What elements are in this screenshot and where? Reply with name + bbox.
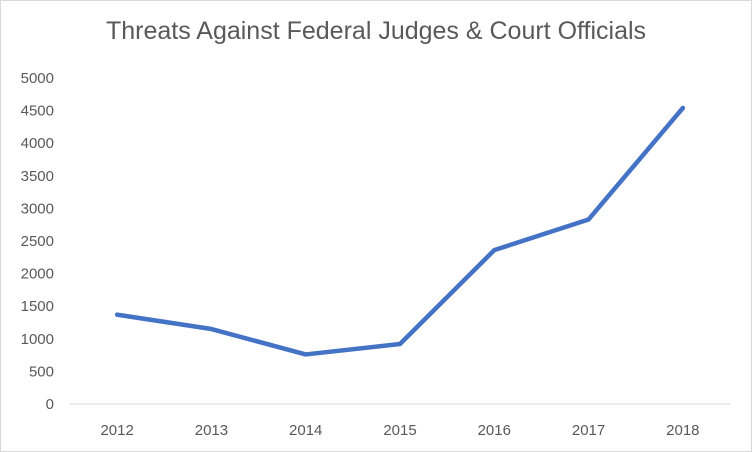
data-point — [492, 248, 497, 253]
y-tick-label: 1000 — [21, 331, 54, 348]
x-tick-label: 2015 — [383, 422, 416, 439]
data-point — [303, 352, 308, 357]
data-point — [398, 342, 402, 347]
y-tick-label: 500 — [29, 363, 54, 380]
chart-title: Threats Against Federal Judges & Court O… — [105, 17, 647, 45]
y-tick-label: 4500 — [21, 103, 54, 120]
x-tick-label: 2012 — [100, 422, 133, 439]
y-tick-label: 5000 — [21, 70, 54, 87]
y-tick-label: 1500 — [21, 298, 54, 315]
data-point — [115, 312, 120, 317]
y-tick-label: 2500 — [21, 233, 54, 250]
x-tick-label: 2014 — [289, 422, 322, 439]
y-tick-label: 4000 — [21, 135, 54, 152]
y-tick-label: 3500 — [21, 168, 54, 185]
data-point — [680, 105, 685, 110]
x-tick-label: 2016 — [478, 422, 511, 439]
x-tick-label: 2013 — [195, 422, 228, 439]
data-point — [586, 217, 591, 222]
y-tick-label: 3000 — [21, 200, 54, 217]
series-line — [114, 105, 686, 357]
data-point — [209, 327, 214, 332]
y-tick-label: 0 — [46, 396, 54, 413]
x-tick-label: 2018 — [666, 422, 699, 439]
x-tick-label: 2017 — [572, 422, 605, 439]
y-tick-label: 2000 — [21, 266, 54, 283]
